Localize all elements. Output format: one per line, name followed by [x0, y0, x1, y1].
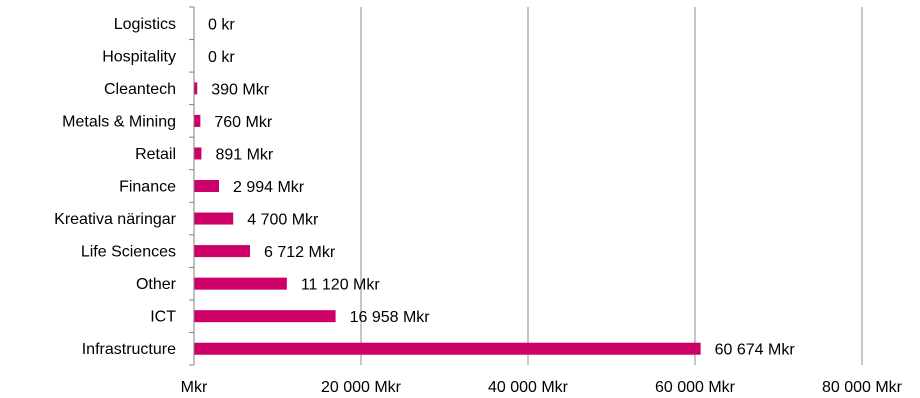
category-label: Hospitality [102, 48, 176, 65]
category-label: Retail [135, 146, 176, 163]
x-tick-label: 80 000 Mkr [822, 379, 903, 396]
x-tick-label: 20 000 Mkr [321, 379, 402, 396]
x-tick-label: 60 000 Mkr [655, 379, 736, 396]
category-label: Logistics [114, 16, 176, 33]
category-label: Cleantech [104, 81, 176, 98]
data-label: 0 kr [208, 49, 235, 66]
x-tick-label: Mkr [181, 379, 208, 396]
data-label: 11 120 Mkr [301, 277, 381, 294]
data-label: 2 994 Mkr [233, 179, 305, 196]
bar [194, 180, 219, 192]
bar [194, 147, 202, 160]
category-label: Metals & Mining [62, 113, 176, 130]
data-label: 4 700 Mkr [247, 212, 319, 229]
category-labels: Logistics Hospitality Cleantech Metals & Mi… [54, 16, 177, 358]
category-label: Kreativa näringar [54, 211, 177, 228]
data-label: 891 Mkr [215, 146, 273, 163]
data-label: 16 958 Mkr [350, 309, 431, 326]
bar [194, 342, 701, 355]
bars [194, 82, 701, 355]
x-tick-label: 40 000 Mkr [488, 379, 569, 396]
bar [194, 212, 234, 225]
category-label: Infrastructure [82, 341, 176, 358]
bar [194, 310, 336, 323]
data-labels: 0 kr 0 kr 390 Mkr 760 Mkr 891 Mkr 2 994 Mkr 4 … [208, 16, 795, 358]
category-label: Life Sciences [81, 244, 176, 261]
bar [194, 82, 198, 95]
x-tick-labels: Mkr 20 000 Mkr 40 000 Mkr 60 000 Mkr 80 000 … [181, 379, 903, 396]
bar [194, 114, 201, 127]
category-label: Other [136, 276, 177, 293]
category-label: Finance [119, 179, 176, 196]
data-label: 6 712 Mkr [264, 244, 336, 261]
bar [194, 277, 287, 290]
gridlines [189, 6, 863, 366]
data-label: 390 Mkr [211, 81, 269, 98]
data-label: 60 674 Mkr [715, 342, 796, 359]
category-label: ICT [150, 309, 176, 326]
data-label: 760 Mkr [214, 114, 272, 131]
data-label: 0 kr [208, 16, 235, 33]
bar [194, 245, 251, 258]
